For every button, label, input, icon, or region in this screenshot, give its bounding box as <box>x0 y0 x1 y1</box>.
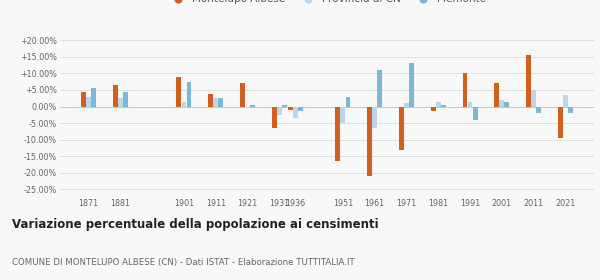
Bar <box>118 98 123 106</box>
Text: COMUNE DI MONTELUPO ALBESE (CN) - Dati ISTAT - Elaborazione TUTTITALIA.IT: COMUNE DI MONTELUPO ALBESE (CN) - Dati I… <box>12 258 355 267</box>
Bar <box>499 100 504 106</box>
Bar <box>298 106 303 111</box>
Bar <box>505 102 509 106</box>
Bar <box>346 97 350 106</box>
Bar <box>436 102 440 106</box>
Bar <box>467 102 472 106</box>
Bar <box>288 106 293 110</box>
Bar <box>335 106 340 161</box>
Bar <box>558 106 563 138</box>
Bar <box>277 106 282 115</box>
Bar <box>568 106 573 113</box>
Bar <box>91 88 96 106</box>
Bar <box>187 82 191 106</box>
Bar <box>113 85 118 106</box>
Bar <box>399 106 404 150</box>
Bar <box>494 83 499 106</box>
Bar <box>367 106 372 176</box>
Bar <box>377 70 382 106</box>
Bar <box>531 90 536 106</box>
Bar <box>282 105 287 106</box>
Bar <box>372 106 377 128</box>
Bar <box>473 106 478 120</box>
Bar <box>441 105 446 106</box>
Bar <box>293 106 298 118</box>
Text: Variazione percentuale della popolazione ai censimenti: Variazione percentuale della popolazione… <box>12 218 379 231</box>
Bar <box>81 92 86 106</box>
Bar <box>250 105 255 106</box>
Bar <box>182 102 187 106</box>
Bar <box>340 106 346 123</box>
Bar <box>245 106 250 108</box>
Bar <box>563 95 568 106</box>
Bar <box>463 73 467 106</box>
Bar <box>218 98 223 106</box>
Bar <box>272 106 277 128</box>
Bar <box>526 55 531 106</box>
Bar <box>240 83 245 106</box>
Bar <box>208 94 213 106</box>
Bar <box>404 103 409 106</box>
Bar <box>176 77 181 106</box>
Bar <box>214 98 218 106</box>
Bar <box>409 64 414 106</box>
Bar <box>431 106 436 111</box>
Legend: Montelupo Albese, Provincia di CN, Piemonte: Montelupo Albese, Provincia di CN, Piemo… <box>164 0 490 8</box>
Bar <box>536 106 541 113</box>
Bar <box>123 92 128 106</box>
Bar <box>86 97 91 106</box>
